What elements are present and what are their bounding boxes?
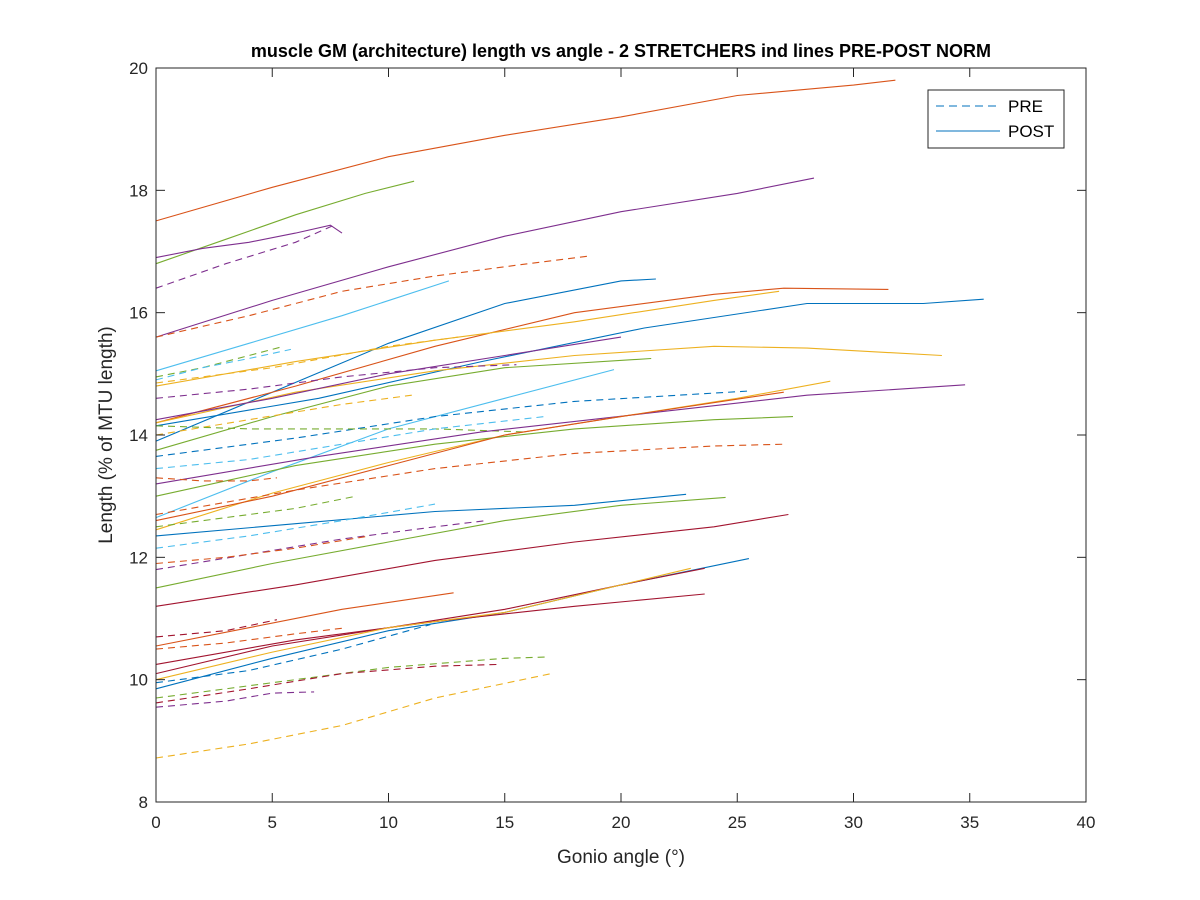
x-tick-label: 40	[1077, 813, 1096, 832]
x-tick-label: 30	[844, 813, 863, 832]
y-tick-label: 10	[129, 671, 148, 690]
y-axis-label: Length (% of MTU length)	[96, 326, 117, 544]
x-tick-label: 20	[612, 813, 631, 832]
post-series-line-31	[155, 496, 726, 589]
post-series-line-38	[155, 567, 705, 675]
y-tick-label: 18	[129, 181, 148, 200]
pre-series-line-3	[155, 225, 333, 289]
legend-label-pre: PRE	[1008, 97, 1043, 116]
post-series-line-8	[155, 287, 889, 424]
post-series-line-22	[155, 384, 966, 485]
legend-box	[927, 89, 1065, 149]
x-tick-label: 10	[379, 813, 398, 832]
chart-title: muscle GM (architecture) length vs angle…	[251, 41, 991, 61]
pre-series-line-20	[155, 390, 749, 457]
axis-ticks: 0 5 10 15 20 25 30 35 40 8 10 12 14 16 18 20	[129, 59, 1095, 832]
post-series-line-11	[155, 345, 942, 424]
post-series-line-6	[155, 280, 450, 372]
post-series-line-18	[155, 357, 652, 451]
post-series-line-36	[155, 592, 454, 647]
y-tick-label: 14	[129, 426, 148, 445]
pre-series-line-12	[155, 345, 285, 378]
pre-series-line-14	[155, 336, 459, 384]
x-tick-label: 25	[728, 813, 747, 832]
post-series-line-25	[155, 391, 784, 522]
post-series-line-1	[155, 180, 415, 265]
series-lines	[155, 79, 984, 759]
post-series-line-24	[155, 416, 794, 497]
y-tick-label: 16	[129, 304, 148, 323]
pre-series-line-26	[155, 416, 545, 470]
post-series-line-35	[155, 513, 789, 607]
post-series-line-0	[155, 79, 896, 222]
x-axis-label: Gonio angle (°)	[557, 847, 685, 868]
post-series-line-4	[155, 177, 815, 338]
y-tick-label: 8	[139, 793, 148, 812]
pre-series-line-46	[155, 691, 315, 708]
pre-series-line-47	[155, 673, 552, 759]
post-series-line-30	[155, 493, 687, 537]
pre-series-line-21	[155, 425, 524, 433]
pre-series-line-44	[155, 656, 547, 699]
post-series-line-7	[155, 278, 656, 442]
pre-series-line-29	[155, 495, 357, 528]
x-tick-label: 0	[151, 813, 160, 832]
pre-series-line-13	[155, 348, 292, 381]
post-series-line-10	[155, 290, 780, 387]
post-series-line-9	[155, 298, 984, 427]
x-tick-label: 5	[268, 813, 277, 832]
x-tick-label: 15	[495, 813, 514, 832]
plot-area	[156, 68, 1086, 802]
post-series-line-40	[155, 567, 691, 681]
pre-series-line-27	[155, 443, 784, 516]
legend: PRE POST	[927, 89, 1065, 149]
x-tick-label: 35	[960, 813, 979, 832]
post-series-line-16	[155, 336, 622, 421]
y-tick-label: 20	[129, 59, 148, 78]
legend-label-post: POST	[1008, 122, 1054, 141]
pre-series-line-33	[155, 520, 487, 571]
pre-series-line-45	[155, 663, 501, 704]
pre-series-line-15	[155, 364, 517, 399]
pre-series-line-5	[155, 255, 591, 338]
y-tick-label: 12	[129, 548, 148, 567]
